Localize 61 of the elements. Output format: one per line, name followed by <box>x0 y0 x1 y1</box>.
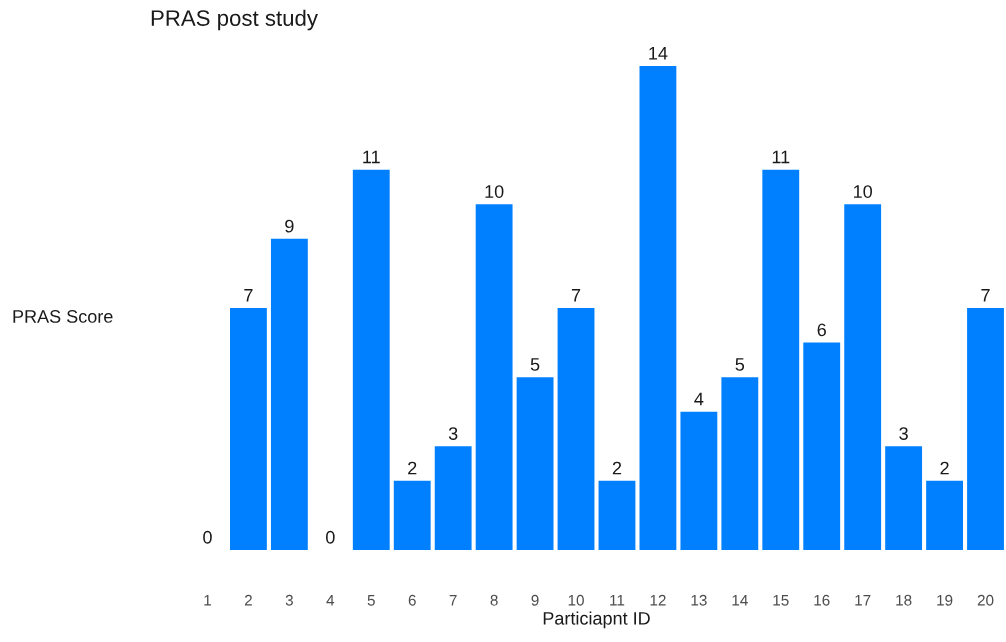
bar <box>434 446 472 550</box>
x-tick-label: 9 <box>531 594 539 606</box>
data-label: 7 <box>244 289 253 302</box>
x-tick-label: 7 <box>449 595 457 606</box>
x-tick-label: 5 <box>367 595 375 606</box>
x-tick-label: 10 <box>568 594 584 606</box>
bar <box>557 308 595 550</box>
data-label: 10 <box>854 185 873 198</box>
y-axis-title: PRAS Score <box>13 310 113 323</box>
bar <box>393 480 431 550</box>
data-label: 9 <box>285 219 294 233</box>
x-tick-label: 19 <box>937 594 953 606</box>
x-tick-label: 4 <box>326 595 335 606</box>
x-axis-title: Particiapnt ID <box>543 611 650 629</box>
data-label: 11 <box>772 150 790 164</box>
x-tick-label: 8 <box>490 594 498 606</box>
x-tick-label: 13 <box>691 594 707 606</box>
bar <box>516 377 554 550</box>
bar <box>598 480 636 550</box>
data-label: 5 <box>530 358 540 371</box>
data-label: 10 <box>485 185 504 198</box>
bar <box>762 169 800 550</box>
data-label: 0 <box>326 530 335 544</box>
bar <box>721 377 759 550</box>
bar <box>230 308 267 550</box>
x-tick-label: 11 <box>610 595 625 606</box>
bar <box>639 66 677 550</box>
bar <box>475 204 513 550</box>
bar <box>844 204 882 550</box>
x-tick-label: 18 <box>896 594 912 606</box>
x-tick-label: 20 <box>977 594 994 606</box>
bar <box>270 238 308 550</box>
bar <box>967 308 1004 550</box>
bar <box>680 411 718 550</box>
data-label: 0 <box>203 530 212 544</box>
bar <box>803 342 841 550</box>
x-tick-label: 17 <box>855 595 871 606</box>
chart-title: PRAS post study <box>151 9 318 31</box>
x-tick-label: 3 <box>285 594 293 606</box>
data-label: 3 <box>448 427 458 440</box>
data-label: 11 <box>363 150 380 164</box>
data-label: 14 <box>649 47 668 60</box>
x-tick-label: 16 <box>814 594 830 606</box>
data-label: 5 <box>735 358 745 371</box>
data-label: 2 <box>408 461 417 475</box>
data-label: 2 <box>612 461 622 475</box>
x-tick-label: 1 <box>204 595 211 606</box>
data-label: 3 <box>899 427 908 440</box>
bar <box>352 169 390 550</box>
bar <box>926 480 963 550</box>
bar <box>885 446 923 550</box>
data-label: 6 <box>817 323 826 337</box>
data-label: 7 <box>981 289 990 302</box>
x-tick-label: 2 <box>244 594 252 606</box>
x-tick-label: 14 <box>732 595 748 606</box>
x-tick-label: 12 <box>650 594 666 606</box>
data-label: 2 <box>940 461 949 475</box>
x-tick-label: 15 <box>773 595 789 606</box>
data-label: 4 <box>694 392 704 406</box>
data-label: 7 <box>571 289 581 302</box>
x-tick-label: 6 <box>408 594 416 606</box>
